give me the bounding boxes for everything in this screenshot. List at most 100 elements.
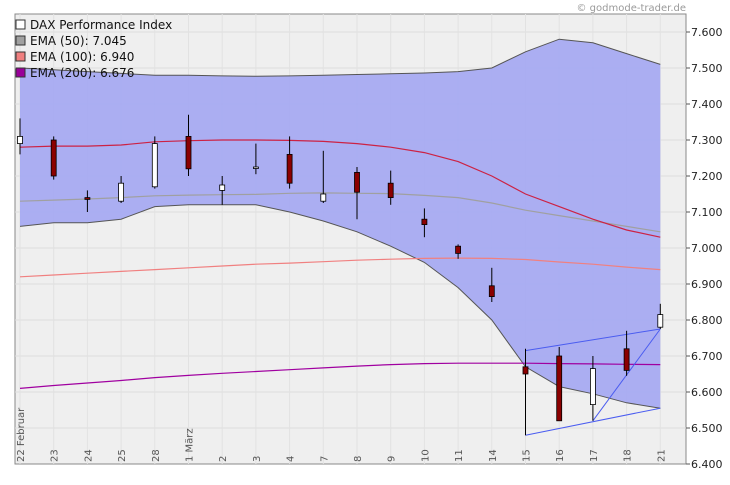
legend-label-1: EMA (50): 7.045 <box>30 34 127 48</box>
candle-body-17 <box>590 368 596 406</box>
x-tick-label-19: 21 <box>656 449 667 462</box>
x-tick-label-8: 4 <box>286 456 297 462</box>
legend-item-0: DAX Performance Index <box>15 18 172 32</box>
candle-body-15 <box>522 366 529 375</box>
candle-13 <box>455 244 462 259</box>
candle-body-18 <box>623 348 630 371</box>
y-tick-label-11: 7.500 <box>691 62 723 75</box>
candle-19 <box>657 303 664 329</box>
y-tick-label-9: 7.300 <box>691 134 723 147</box>
legend-item-3: EMA (200): 6.676 <box>15 66 134 80</box>
x-tick-label-0: 22 Februar <box>16 407 27 462</box>
candle-body-13 <box>455 245 462 254</box>
candle-10 <box>354 167 360 220</box>
candle-5 <box>185 114 192 176</box>
y-tick-label-6: 7.000 <box>691 242 723 255</box>
x-tick-label-14: 14 <box>488 449 499 462</box>
candle-body-2 <box>84 197 91 200</box>
candle-6 <box>219 176 226 205</box>
x-axis: 22 Februar 23 24 25 28 1 März 2 3 4 7 8 9 10 11 14 15 16… <box>16 407 667 462</box>
y-tick-label-10: 7.400 <box>691 98 723 111</box>
candle-4 <box>151 136 158 189</box>
candle-18 <box>623 330 630 376</box>
candle-body-7 <box>252 166 259 169</box>
candle-2 <box>84 190 91 212</box>
y-tick-label-2: 6.600 <box>691 386 723 399</box>
candle-3 <box>118 176 124 203</box>
x-tick-label-12: 10 <box>420 449 431 462</box>
candle-12 <box>421 208 428 238</box>
y-tick-label-4: 6.800 <box>691 314 723 327</box>
candle-body-16 <box>556 355 563 422</box>
legend-swatch-0 <box>15 19 26 30</box>
candle-0 <box>17 118 23 155</box>
candle-16 <box>556 347 563 422</box>
x-tick-label-1: 23 <box>50 449 61 462</box>
candle-body-4 <box>151 143 158 188</box>
candle-body-9 <box>320 193 327 202</box>
candle-17 <box>590 356 596 421</box>
band-upper-line <box>19 38 661 77</box>
x-tick-label-18: 18 <box>623 449 634 462</box>
ema100-line <box>19 257 661 278</box>
triangle-line-0 <box>525 328 661 352</box>
legend-item-2: EMA (100): 6.940 <box>15 50 134 64</box>
legend-label-2: EMA (100): 6.940 <box>30 50 134 64</box>
candle-body-5 <box>185 135 192 170</box>
legend-item-1: EMA (50): 7.045 <box>15 34 127 48</box>
y-tick-label-5: 6.900 <box>691 278 723 291</box>
x-tick-label-6: 2 <box>218 456 229 462</box>
candle-body-19 <box>657 314 664 328</box>
y-tick-label-0: 6.400 <box>691 458 723 471</box>
x-tick-label-5: 1 März <box>185 428 196 462</box>
band-lower-line <box>19 204 661 409</box>
band-fill <box>20 39 661 409</box>
x-tick-label-15: 15 <box>522 449 533 462</box>
y-tick-label-12: 7.600 <box>691 26 723 39</box>
x-tick-label-17: 17 <box>589 449 600 462</box>
candle-body-10 <box>354 171 360 193</box>
x-tick-label-10: 8 <box>353 456 364 462</box>
candle-body-1 <box>50 139 57 177</box>
y-tick-label-8: 7.200 <box>691 170 723 183</box>
candle-9 <box>320 150 327 203</box>
legend-swatch-1 <box>15 35 26 46</box>
candle-body-12 <box>421 218 428 225</box>
ema-lines <box>19 139 661 389</box>
legend: DAX Performance Index EMA (50): 7.045 EMA … <box>15 18 172 80</box>
legend-swatch-2 <box>15 51 26 62</box>
y-tick-label-7: 7.100 <box>691 206 723 219</box>
x-tick-label-4: 28 <box>151 449 162 462</box>
y-tick-label-3: 6.700 <box>691 350 723 363</box>
bollinger-band <box>19 38 661 409</box>
y-tick-label-1: 6.500 <box>691 422 723 435</box>
ema-red-line <box>19 139 661 238</box>
x-tick-label-3: 25 <box>117 449 128 462</box>
x-tick-label-2: 24 <box>83 449 94 462</box>
ema50-line <box>19 192 661 233</box>
y-axis: 6.400 6.500 6.600 6.700 6.800 6.900 7.000 7.100… <box>686 26 723 471</box>
candle-body-6 <box>219 184 226 191</box>
x-tick-label-11: 9 <box>387 456 398 462</box>
legend-swatch-3 <box>15 67 26 78</box>
legend-label-0: DAX Performance Index <box>30 18 172 32</box>
x-tick-label-9: 7 <box>319 456 330 462</box>
candle-11 <box>387 170 394 205</box>
x-tick-label-7: 3 <box>252 456 263 462</box>
legend-label-3: EMA (200): 6.676 <box>30 66 134 80</box>
triangle-line-1 <box>525 407 661 436</box>
candle-14 <box>488 267 495 302</box>
candle-body-11 <box>387 182 394 198</box>
candle-body-0 <box>17 135 23 144</box>
watermark: © godmode-trader.de <box>577 3 687 14</box>
candle-1 <box>50 136 57 180</box>
candle-7 <box>252 143 259 175</box>
candle-body-8 <box>286 153 293 184</box>
ema200-line <box>19 362 661 389</box>
candle-body-3 <box>118 182 124 202</box>
x-tick-label-16: 16 <box>555 449 566 462</box>
x-tick-label-13: 11 <box>454 449 465 462</box>
candle-8 <box>286 136 293 189</box>
